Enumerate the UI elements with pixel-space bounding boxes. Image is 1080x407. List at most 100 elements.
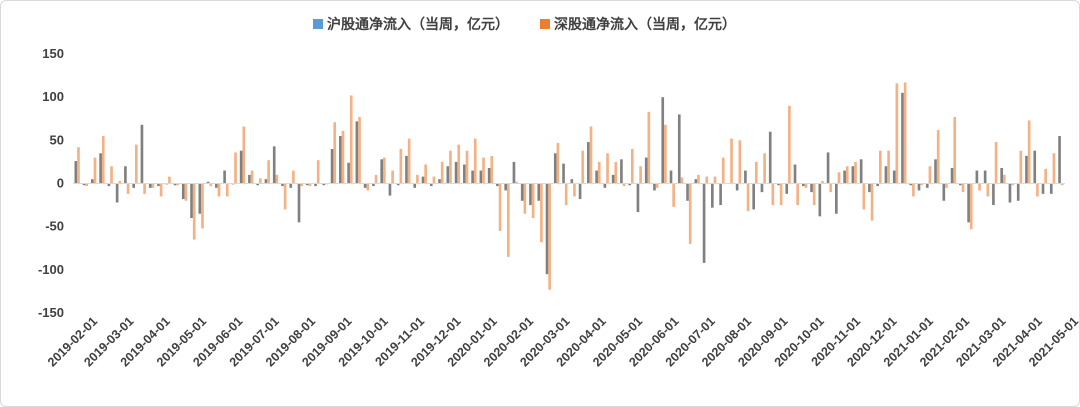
bar-sz <box>788 105 791 184</box>
bar-sz <box>978 183 981 191</box>
bar-sz <box>1036 183 1039 197</box>
bar-sh <box>405 155 408 184</box>
bar-sz <box>151 183 155 188</box>
bar-sz <box>85 183 89 187</box>
bar-sz <box>432 176 436 184</box>
bar-sh <box>454 161 458 184</box>
bar-sz <box>490 155 494 184</box>
bar-sh <box>421 176 425 184</box>
bar-sh <box>264 179 268 184</box>
legend-label-sh: 沪股通净流入（当周，亿元） <box>327 16 509 32</box>
bar-sz <box>1052 153 1056 184</box>
bar-sz <box>879 150 882 184</box>
bar-sz <box>936 129 940 184</box>
bar-sh <box>917 183 921 191</box>
bar-sz <box>705 176 709 184</box>
y-axis: -150 -100 -50 0 50 100 150 <box>38 46 64 320</box>
y-tick-label: -50 <box>45 219 64 234</box>
bar-sz <box>680 177 684 184</box>
bar-sh <box>595 170 598 184</box>
bar-sz <box>259 178 262 184</box>
bar-sz <box>482 157 485 184</box>
bar-sh <box>74 161 78 184</box>
y-tick-label: 150 <box>42 46 64 61</box>
bar-sh <box>620 159 623 184</box>
bar-sh <box>487 167 491 184</box>
bar-sz <box>250 170 254 184</box>
bar-sh <box>520 183 524 201</box>
bar-sz <box>465 150 469 184</box>
bar-sz <box>672 183 675 207</box>
bar-sz <box>573 183 576 197</box>
bar-sz <box>234 152 237 184</box>
bar-sh <box>744 170 747 184</box>
bar-sh <box>669 170 673 184</box>
bar-sz <box>912 183 915 197</box>
bar-sz <box>994 142 998 184</box>
bar-sz <box>730 138 733 184</box>
legend-swatch-sz <box>540 19 550 29</box>
bar-sz <box>1019 150 1023 184</box>
bar-sz <box>845 166 849 184</box>
bar-sh <box>1025 155 1028 184</box>
bar-sh <box>115 183 119 203</box>
bar-sh <box>892 170 896 184</box>
bar-sz <box>920 183 923 186</box>
bar-sh <box>909 183 913 186</box>
bar-sz <box>292 170 295 184</box>
bar-sh <box>562 163 565 184</box>
bar-sz <box>614 161 618 184</box>
bar-sz <box>738 140 742 184</box>
bar-sh <box>876 183 879 187</box>
bar-sz <box>581 150 585 184</box>
bar-sz <box>821 180 824 184</box>
bar-sz <box>540 183 543 243</box>
bar-sz <box>374 174 378 184</box>
bar-sh <box>1041 183 1045 194</box>
bar-sz <box>407 138 411 184</box>
bar-sh <box>347 162 350 184</box>
bar-sh <box>959 183 962 186</box>
bar-sh <box>380 159 383 184</box>
bar-sz <box>771 183 775 206</box>
bar-sz <box>763 153 766 184</box>
bar-sz <box>399 148 403 184</box>
bar-sz <box>110 166 113 184</box>
bar-sh <box>372 183 375 187</box>
bar-sz <box>457 144 461 184</box>
bar-sz <box>126 183 130 194</box>
bar-sh <box>628 183 631 186</box>
bar-sh <box>479 170 483 184</box>
bar-sh <box>396 183 400 186</box>
bar-sz <box>308 183 312 187</box>
bar-sz <box>779 183 783 206</box>
bar-sh <box>553 153 557 184</box>
bar-sz <box>333 122 337 184</box>
bar-sh <box>330 148 334 184</box>
bar-sz <box>928 166 932 184</box>
bar-sh <box>496 183 499 187</box>
bar-sz <box>986 183 990 197</box>
y-tick-label: -150 <box>38 305 64 320</box>
bar-sh <box>82 183 86 186</box>
bar-sh <box>239 150 243 184</box>
bar-sh <box>810 183 813 193</box>
bar-sh <box>934 159 937 184</box>
bar-sh <box>1000 167 1003 184</box>
bar-sh <box>124 166 127 184</box>
bar-sz <box>606 153 609 184</box>
bar-sz <box>391 170 394 184</box>
bar-sh <box>818 183 822 217</box>
y-tick-label: -100 <box>38 262 64 277</box>
bar-sh <box>793 164 797 184</box>
bar-sh <box>587 142 590 184</box>
bar-sz <box>697 174 700 184</box>
bar-sz <box>349 95 353 184</box>
bar-sh <box>1049 183 1053 194</box>
bar-sz <box>796 183 799 206</box>
bar-sz <box>473 138 477 184</box>
bar-sz <box>316 160 320 184</box>
legend-label-sz: 深股通净流入（当周，亿元） <box>554 16 736 32</box>
bar-sz <box>622 183 626 187</box>
